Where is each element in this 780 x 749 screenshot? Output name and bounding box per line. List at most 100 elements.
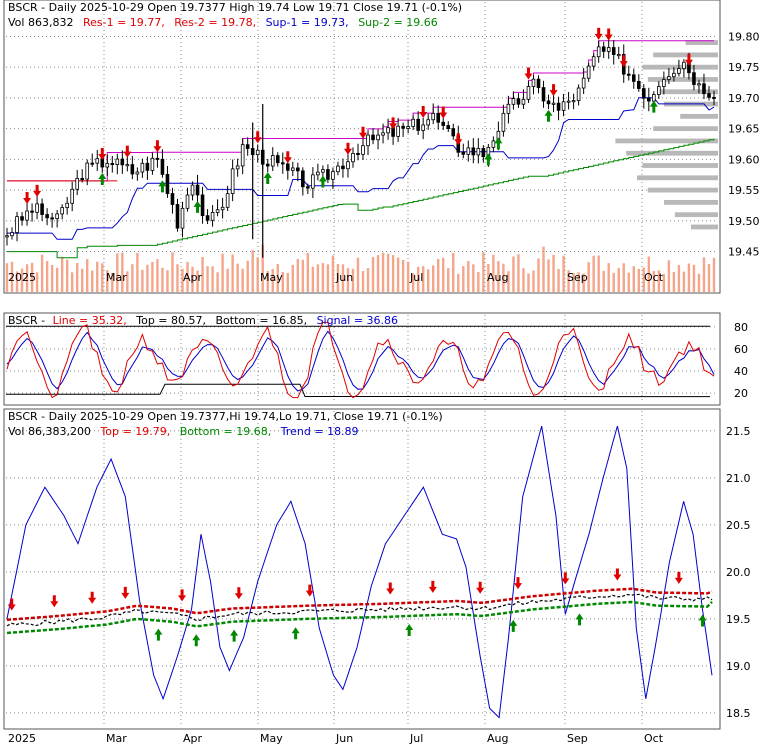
- sell-signal-arrow: [343, 142, 352, 155]
- candle-body: [60, 207, 64, 215]
- volume-bar: [492, 254, 495, 292]
- volume-bar: [712, 257, 716, 292]
- buy-signal-arrow: [193, 200, 202, 213]
- volume-bar: [672, 272, 676, 292]
- support-line: [7, 97, 715, 240]
- volume-profile-bar: [615, 138, 718, 144]
- trend-close-line: [6, 593, 713, 627]
- candle-body: [702, 83, 706, 95]
- candle-body: [190, 184, 195, 196]
- volume-bar: [231, 254, 234, 292]
- volume-bar: [241, 268, 244, 292]
- trend-buy-arrow: [509, 619, 518, 632]
- volume-bar: [487, 263, 490, 292]
- volume-bar: [176, 264, 179, 292]
- volume-bar: [442, 257, 445, 292]
- sell-signal-arrow: [283, 151, 292, 164]
- price-panel-title: BSCR - Daily 2025-10-29 Open 19.7377 Hig…: [8, 1, 462, 14]
- candle-body: [346, 161, 350, 170]
- price-y-tick: 19.60: [728, 153, 760, 166]
- volume-bar: [507, 271, 510, 292]
- buy-signal-arrow: [544, 109, 553, 122]
- volume-bar: [126, 271, 129, 292]
- trend-bottom-line: [6, 600, 713, 635]
- candle-body: [667, 76, 671, 80]
- oscillator-signal-label: Signal = 36.86: [317, 314, 399, 327]
- candle-body: [707, 93, 711, 98]
- sell-signal-arrow: [419, 105, 428, 118]
- candle-body: [461, 151, 466, 155]
- candle-body: [692, 72, 696, 85]
- volume-bar: [361, 271, 365, 292]
- volume-bar: [557, 268, 560, 292]
- trend-x-label: 2025: [8, 732, 36, 745]
- sup2-label: Sup-2 = 19.66: [358, 16, 438, 29]
- candle-body: [536, 78, 541, 88]
- candle-body: [652, 94, 656, 102]
- trend-sell-arrow: [428, 580, 437, 593]
- svg-text:Vol 863,832 Res-1 = 19.7: Vol 863,832 Res-1 = 19.77, Res-2 = 19.78…: [8, 16, 438, 29]
- candle-body: [185, 194, 190, 209]
- candle-body: [225, 193, 230, 208]
- volume-bar: [366, 268, 370, 292]
- volume-bar: [662, 273, 666, 292]
- sell-signal-arrow: [684, 53, 693, 66]
- volume-bar: [622, 263, 625, 292]
- trend-panel-title: BSCR - Daily 2025-10-29 Open 19.7377,Hi …: [8, 410, 443, 423]
- volume-bar: [286, 272, 289, 292]
- buy-signal-arrow: [158, 180, 167, 193]
- candle-body: [240, 144, 245, 167]
- volume-bar: [657, 270, 661, 292]
- volume-bar: [406, 261, 410, 292]
- candle-body: [45, 214, 49, 219]
- price-x-label: Mar: [106, 271, 127, 284]
- volume-bar: [276, 264, 279, 292]
- volume-bar: [607, 263, 610, 292]
- trend-panel-frame: [3, 408, 721, 730]
- volume-bar: [65, 259, 69, 292]
- candle-body: [526, 86, 531, 100]
- volume-bar: [542, 246, 545, 292]
- volume-bar: [391, 255, 395, 292]
- volume-bar: [472, 264, 475, 292]
- candle-body: [361, 145, 365, 155]
- volume-profile-bar: [664, 199, 718, 205]
- candle-body: [270, 155, 275, 167]
- volume-profile-bar: [647, 77, 718, 82]
- volume-bar: [432, 265, 435, 292]
- candle-body: [285, 163, 290, 171]
- volume-bar: [707, 264, 711, 292]
- candle-body: [451, 128, 456, 137]
- candle-body: [416, 118, 420, 131]
- sell-signal-arrow: [33, 184, 42, 197]
- volume-bar: [371, 257, 375, 292]
- candle-body: [662, 79, 666, 87]
- trend-top-label: Top = 19.79,: [99, 425, 170, 438]
- candle-body: [135, 171, 140, 175]
- candle-body: [10, 232, 14, 237]
- volume-bar: [131, 264, 134, 292]
- candle-body: [165, 173, 170, 194]
- sell-signal-arrow: [153, 140, 162, 153]
- price-y-tick: 19.65: [728, 123, 760, 136]
- candle-body: [265, 163, 270, 167]
- trend-y-tick: 21.5: [726, 425, 751, 438]
- candle-body: [511, 98, 516, 105]
- trend-bottom-label: Bottom = 19.68,: [180, 425, 272, 438]
- volume-bar: [582, 273, 585, 292]
- volume-bar: [226, 268, 229, 292]
- volume-bar: [522, 268, 525, 292]
- candle-body: [616, 54, 621, 57]
- sell-signal-arrow: [549, 84, 558, 97]
- volume-bar: [151, 261, 154, 292]
- candle-body: [200, 194, 205, 217]
- volume-bar: [201, 256, 204, 292]
- volume-bar: [396, 257, 400, 292]
- volume-bar: [20, 268, 24, 292]
- volume-bar: [477, 272, 480, 292]
- price-y-tick: 19.70: [728, 92, 760, 105]
- trend-buy-arrow: [192, 634, 201, 647]
- candle-body: [5, 235, 9, 238]
- volume-bar: [341, 264, 345, 292]
